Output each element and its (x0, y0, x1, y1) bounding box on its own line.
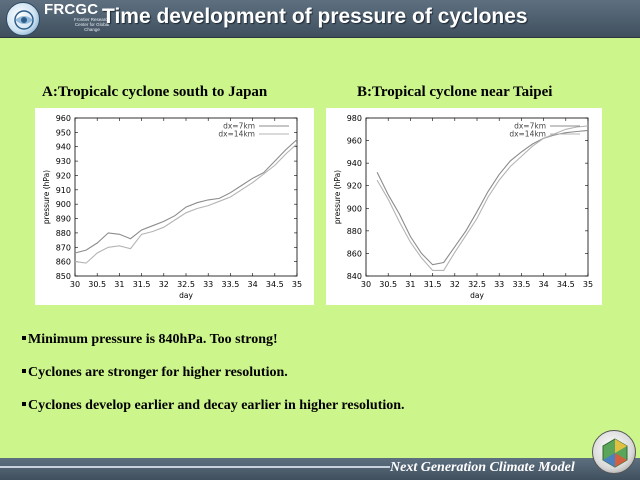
bullet-item: Cyclones are stronger for higher resolut… (22, 365, 622, 398)
y-tick-label: 960 (347, 137, 362, 146)
x-tick-label: 35 (292, 280, 302, 289)
y-tick-label: 840 (347, 272, 362, 281)
y-tick-label: 920 (347, 182, 362, 191)
legend-label: dx=7km (514, 122, 546, 131)
y-axis-label: pressure (hPa) (42, 170, 51, 224)
x-tick-label: 34.5 (266, 280, 284, 289)
legend-label: dx=14km (509, 130, 546, 139)
x-tick-label: 34 (248, 280, 258, 289)
x-tick-label: 33 (203, 280, 213, 289)
footer-text: Next Generation Climate Model (390, 460, 575, 475)
plot-frame (365, 117, 589, 277)
chart-b: 840 860 880 900 920 940 960 980 30 30.5 31 31.5 32 32… (326, 108, 602, 305)
x-tick-label: 31 (405, 280, 415, 289)
series-line-dx-14km (376, 125, 589, 271)
legend-label: dx=7km (223, 122, 255, 131)
x-tick-label: 32.5 (177, 280, 195, 289)
y-tick-label: 900 (56, 200, 71, 209)
y-tick-label: 880 (56, 229, 71, 238)
chart-a-plot: 850 860 870 880 890 900 910 920 930 940 950 960 30 30… (42, 114, 302, 300)
series-line-dx-7km (74, 139, 298, 254)
footer-divider (0, 466, 390, 468)
x-axis-label: day (179, 291, 193, 300)
bullet-list: Minimum pressure is 840hPa. Too strong! … (22, 332, 622, 431)
slide-title: Time development of pressure of cyclones (102, 5, 528, 28)
bullet-mark (22, 368, 26, 373)
series-line-dx-7km (376, 129, 589, 266)
x-tick-label: 31.5 (133, 280, 151, 289)
y-axis-label: pressure (hPa) (333, 170, 342, 224)
legend-label: dx=14km (218, 130, 255, 139)
bullet-item: Minimum pressure is 840hPa. Too strong! (22, 332, 622, 365)
x-tick-label: 32 (159, 280, 169, 289)
y-tick-label: 860 (56, 258, 71, 267)
y-tick-label: 860 (347, 249, 362, 258)
org-name: FRCGC (44, 1, 99, 18)
bullet-mark (22, 401, 26, 406)
series-line-dx-14km (74, 143, 298, 264)
x-tick-label: 35 (583, 280, 593, 289)
x-tick-label: 34 (539, 280, 549, 289)
y-tick-label: 920 (56, 171, 71, 180)
footer-bar (0, 458, 640, 480)
y-tick-label: 950 (56, 128, 71, 137)
panel-a-title: A:Tropicalc cyclone south to Japan (42, 84, 268, 100)
y-tick-label: 940 (56, 143, 71, 152)
bullet-text: Cyclones are stronger for higher resolut… (28, 365, 288, 380)
y-tick-label: 890 (56, 215, 71, 224)
y-tick-label: 960 (56, 114, 71, 123)
x-tick-label: 30 (70, 280, 80, 289)
x-tick-label: 31.5 (424, 280, 442, 289)
bullet-mark (22, 335, 26, 340)
y-tick-label: 930 (56, 157, 71, 166)
x-tick-label: 34.5 (557, 280, 575, 289)
chart-a: 850 860 870 880 890 900 910 920 930 940 950 960 30 30… (35, 108, 314, 305)
x-axis-label: day (470, 291, 484, 300)
y-tick-label: 880 (347, 227, 362, 236)
x-tick-label: 30.5 (379, 280, 397, 289)
y-tick-label: 870 (56, 243, 71, 252)
x-tick-label: 31 (114, 280, 124, 289)
bullet-text: Minimum pressure is 840hPa. Too strong! (28, 332, 278, 347)
climate-model-emblem-icon (592, 430, 636, 474)
header-bar (0, 0, 640, 38)
y-tick-label: 900 (347, 204, 362, 213)
x-tick-label: 30.5 (88, 280, 106, 289)
chart-b-plot: 840 860 880 900 920 940 960 980 30 30.5 31 31.5 32 32… (333, 114, 593, 300)
frcgc-logo-icon (6, 2, 40, 36)
y-tick-label: 980 (347, 114, 362, 123)
org-subtitle: Frontier Research Center for Global Chan… (73, 17, 110, 32)
bullet-text: Cyclones develop earlier and decay earli… (28, 398, 405, 413)
x-tick-label: 32.5 (468, 280, 486, 289)
x-tick-label: 30 (361, 280, 371, 289)
x-tick-label: 33 (494, 280, 504, 289)
panel-b-title: B:Tropical cyclone near Taipei (357, 84, 553, 100)
x-tick-label: 33.5 (221, 280, 239, 289)
bullet-item: Cyclones develop earlier and decay earli… (22, 398, 622, 431)
y-tick-label: 850 (56, 272, 71, 281)
plot-frame (74, 117, 298, 277)
y-tick-label: 910 (56, 186, 71, 195)
x-tick-label: 32 (450, 280, 460, 289)
y-tick-label: 940 (347, 159, 362, 168)
x-tick-label: 33.5 (512, 280, 530, 289)
